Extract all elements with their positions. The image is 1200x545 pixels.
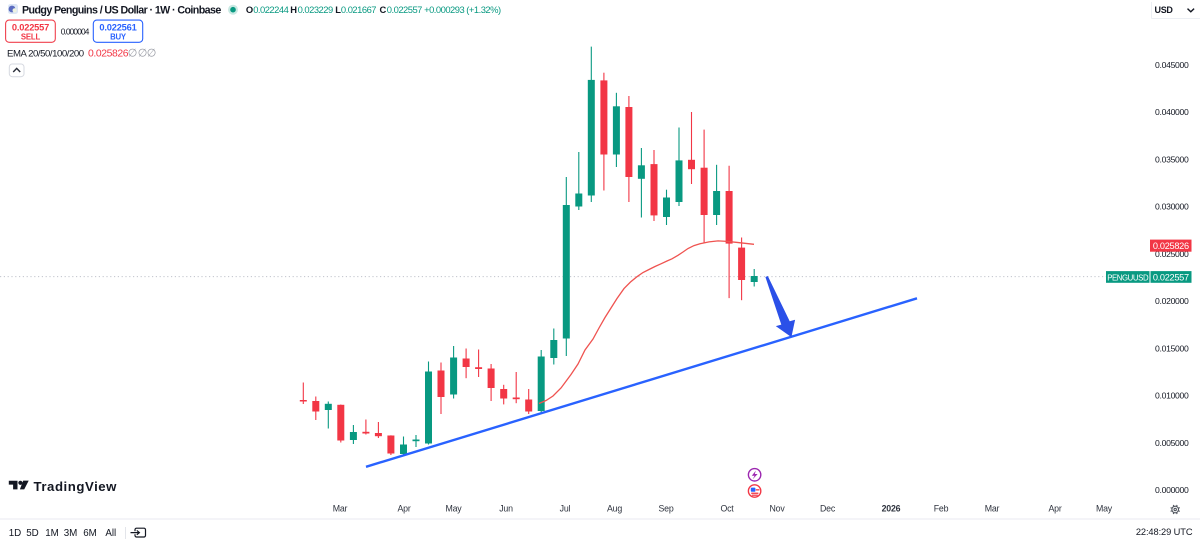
- svg-text:0.023229: 0.023229: [298, 4, 333, 15]
- svg-text:BUY: BUY: [110, 33, 127, 42]
- svg-text:Jul: Jul: [560, 503, 571, 513]
- svg-text:Apr: Apr: [1048, 503, 1061, 513]
- svg-text:C: C: [380, 4, 387, 15]
- svg-text:0.022244: 0.022244: [253, 4, 288, 15]
- svg-text:22:48:29 UTC: 22:48:29 UTC: [1136, 527, 1193, 537]
- svg-text:O: O: [246, 4, 253, 15]
- svg-text:All: All: [105, 528, 116, 539]
- svg-text:0.010000: 0.010000: [1155, 391, 1189, 401]
- svg-text:∅: ∅: [128, 48, 138, 60]
- svg-text:0.005000: 0.005000: [1155, 438, 1189, 448]
- svg-text:0.000004: 0.000004: [61, 27, 90, 37]
- svg-text:1M: 1M: [45, 528, 59, 539]
- svg-text:May: May: [1096, 503, 1113, 513]
- svg-text:Dec: Dec: [820, 503, 836, 513]
- svg-text:SELL: SELL: [21, 33, 41, 42]
- svg-text:L: L: [335, 4, 341, 15]
- svg-text:Apr: Apr: [397, 503, 410, 513]
- svg-text:0.000000: 0.000000: [1155, 485, 1189, 495]
- svg-text:∅: ∅: [138, 48, 148, 60]
- svg-text:Nov: Nov: [769, 503, 785, 513]
- svg-text:0.022557: 0.022557: [1153, 272, 1189, 282]
- svg-text:0.025826: 0.025826: [88, 49, 129, 60]
- svg-text:Aug: Aug: [607, 503, 622, 513]
- svg-text:0.025000: 0.025000: [1155, 249, 1189, 259]
- svg-text:Pudgy Penguins / US Dollar · 1: Pudgy Penguins / US Dollar · 1W · Coinba…: [22, 4, 221, 16]
- svg-text:Mar: Mar: [985, 503, 1000, 513]
- svg-text:H: H: [290, 4, 297, 15]
- svg-text:Mar: Mar: [333, 503, 348, 513]
- svg-text:2026: 2026: [882, 503, 901, 513]
- svg-text:PENGUUSD: PENGUUSD: [1107, 273, 1149, 282]
- svg-text:0.035000: 0.035000: [1155, 154, 1189, 164]
- svg-text:0.025826: 0.025826: [1153, 241, 1189, 251]
- svg-text:0.040000: 0.040000: [1155, 107, 1189, 117]
- svg-text:0.030000: 0.030000: [1155, 202, 1189, 212]
- svg-text:TradingView: TradingView: [34, 479, 118, 494]
- svg-text:0.022557: 0.022557: [387, 4, 422, 15]
- svg-text:May: May: [445, 503, 462, 513]
- svg-text:Sep: Sep: [658, 503, 673, 513]
- svg-text:6M: 6M: [83, 528, 97, 539]
- svg-text:0.022557: 0.022557: [12, 23, 49, 33]
- svg-text:0.020000: 0.020000: [1155, 296, 1189, 306]
- svg-text:+0.000293 (+1.32%): +0.000293 (+1.32%): [424, 4, 501, 15]
- svg-text:0.015000: 0.015000: [1155, 343, 1189, 353]
- svg-text:∅: ∅: [147, 48, 157, 60]
- svg-text:Feb: Feb: [934, 503, 949, 513]
- svg-text:EMA 20/50/100/200: EMA 20/50/100/200: [7, 49, 84, 60]
- svg-text:0.045000: 0.045000: [1155, 60, 1189, 70]
- svg-text:Oct: Oct: [720, 503, 734, 513]
- svg-text:3M: 3M: [64, 528, 78, 539]
- svg-text:USD: USD: [1155, 5, 1174, 15]
- svg-text:0.022561: 0.022561: [99, 23, 136, 33]
- svg-text:Jun: Jun: [499, 503, 513, 513]
- svg-text:1D: 1D: [9, 528, 22, 539]
- svg-text:0.021667: 0.021667: [341, 4, 376, 15]
- svg-text:5D: 5D: [26, 528, 39, 539]
